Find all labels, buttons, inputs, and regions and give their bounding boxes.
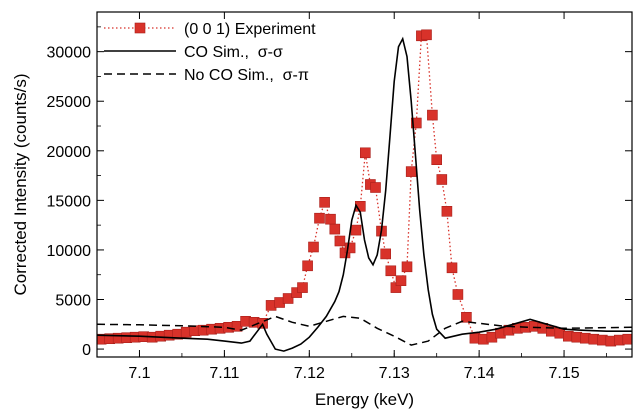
data-point xyxy=(405,166,417,177)
data-point xyxy=(334,235,346,247)
x-axis-label: Energy (keV) xyxy=(315,390,414,409)
x-tick-label: 7.1 xyxy=(128,365,150,382)
data-point xyxy=(370,182,381,193)
data-point xyxy=(622,333,632,345)
data-point xyxy=(446,262,458,274)
data-point xyxy=(302,260,313,272)
data-point xyxy=(395,275,407,287)
data-point xyxy=(452,289,464,300)
series-layer xyxy=(97,29,632,352)
legend-label: No CO Sim., σ-π xyxy=(184,67,309,84)
data-point xyxy=(344,242,356,254)
x-tick-label: 7.11 xyxy=(209,365,239,382)
data-point xyxy=(319,197,330,208)
data-point xyxy=(329,223,341,235)
data-point xyxy=(401,261,413,273)
legend-label: CO Sim., σ-σ xyxy=(184,44,283,61)
axes-layer: 7.1 7.11 7.12 7.13 7.14 7.15 0 5000 10000 15000 20… xyxy=(47,11,633,382)
data-point xyxy=(314,212,325,224)
series-no-co-sim-line xyxy=(97,315,632,346)
y-tick-label: 15000 xyxy=(47,193,92,210)
data-point xyxy=(350,224,362,236)
data-point xyxy=(431,154,443,165)
y-axis-label: Corrected Intensity (counts/s) xyxy=(11,73,30,295)
data-point xyxy=(282,293,294,304)
data-point xyxy=(385,265,397,277)
data-point xyxy=(325,213,336,225)
data-point xyxy=(297,282,308,293)
data-point xyxy=(410,117,422,129)
data-point xyxy=(359,147,371,159)
data-point xyxy=(436,174,448,185)
y-tick-label: 25000 xyxy=(47,94,92,111)
data-point xyxy=(421,29,432,41)
data-point xyxy=(441,206,453,217)
plot-frame xyxy=(96,11,633,358)
x-tick-label: 7.12 xyxy=(294,365,325,382)
y-tick-label: 0 xyxy=(82,342,91,359)
x-tick-label: 7.13 xyxy=(379,365,410,382)
data-point xyxy=(461,311,472,323)
data-point xyxy=(427,109,438,121)
legend-label: (0 0 1) Experiment xyxy=(184,21,316,38)
y-tick-label: 5000 xyxy=(55,293,91,310)
data-point xyxy=(308,241,319,253)
x-tick-label: 7.14 xyxy=(464,365,495,382)
y-tick-label: 10000 xyxy=(47,243,92,260)
series-experiment-line xyxy=(101,34,628,342)
series-co-sim-line xyxy=(97,36,632,352)
data-point xyxy=(380,248,392,260)
x-tick-label: 7.15 xyxy=(548,365,579,382)
legend-experiment-marker xyxy=(134,22,146,34)
y-tick-label: 30000 xyxy=(47,45,92,62)
y-tick-label: 20000 xyxy=(47,144,92,161)
legend: (0 0 1) Experiment CO Sim., σ-σ No CO Sim.… xyxy=(104,21,316,84)
